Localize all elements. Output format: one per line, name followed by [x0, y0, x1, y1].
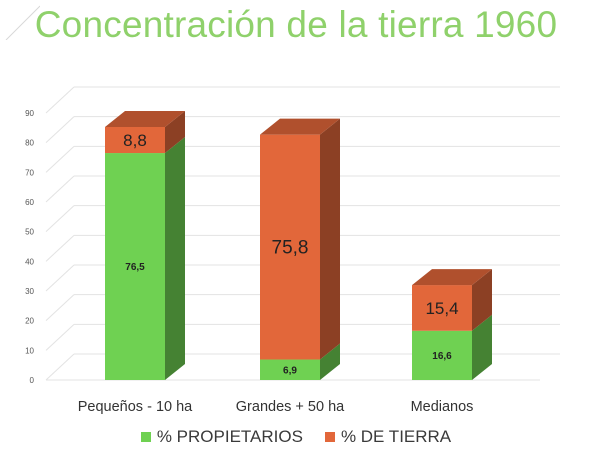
legend-swatch-propietarios	[140, 432, 151, 442]
x-tick-label: Medianos	[411, 399, 474, 415]
gridline-side-7	[45, 145, 75, 173]
y-tick-label: 30	[25, 287, 34, 296]
data-label: 16,6	[432, 351, 452, 362]
y-tick-label: 60	[25, 198, 34, 207]
x-tick-label: Grandes + 50 ha	[236, 399, 345, 415]
data-label: 75,8	[272, 238, 309, 259]
chart-title: Concentración de la tierra 1960	[34, 4, 558, 45]
bar-side-1-1	[320, 118, 340, 360]
bar-0-1	[105, 126, 165, 154]
gridline-side-9	[45, 86, 75, 114]
bar-1-0	[260, 359, 320, 380]
bar-2-1	[412, 285, 472, 331]
decorative-corner-line	[5, 5, 40, 40]
legend-swatch-tierra	[324, 432, 335, 442]
legend-label-propietarios: % PROPIETARIOS	[156, 427, 303, 446]
y-tick-label: 20	[25, 317, 34, 326]
x-tick-label: Pequeños - 10 ha	[78, 399, 193, 415]
legend-item-propietarios: % PROPIETARIOS	[140, 427, 303, 447]
bar-top-0-1	[105, 110, 185, 127]
data-label: 76,5	[125, 262, 145, 273]
legend: % PROPIETARIOS % DE TIERRA	[0, 427, 592, 447]
y-tick-label: 0	[30, 376, 35, 385]
data-label: 6,9	[283, 365, 297, 376]
y-tick-label: 40	[25, 257, 34, 266]
y-tick-label: 90	[25, 109, 34, 118]
bar-side-2-0	[472, 314, 492, 380]
bar-side-0-0	[165, 137, 185, 380]
data-label: 8,8	[123, 131, 147, 150]
bar-side-0-1	[165, 110, 185, 154]
gridline-side-1	[45, 323, 75, 351]
bar-side-1-0	[320, 343, 340, 380]
gridline-side-8	[45, 116, 75, 144]
bar-side-2-1	[472, 269, 492, 331]
y-tick-label: 50	[25, 228, 34, 237]
bar-1-1	[260, 134, 320, 360]
bar-top-1-1	[260, 118, 340, 135]
bar-0-0	[105, 153, 165, 380]
legend-label-tierra: % DE TIERRA	[340, 427, 452, 446]
bar-top-2-1	[412, 269, 492, 286]
gridline-side-0	[45, 353, 75, 381]
legend-item-tierra: % DE TIERRA	[324, 427, 452, 447]
gridline-side-6	[45, 175, 75, 203]
y-tick-label: 10	[25, 346, 34, 355]
data-label: 15,4	[425, 299, 458, 318]
gridline-side-4	[45, 234, 75, 262]
y-tick-label: 80	[25, 139, 34, 148]
y-tick-label: 70	[25, 168, 34, 177]
bar-2-0	[412, 330, 472, 380]
gridline-side-5	[45, 205, 75, 233]
gridline-side-2	[45, 294, 75, 322]
gridline-side-3	[45, 264, 75, 292]
